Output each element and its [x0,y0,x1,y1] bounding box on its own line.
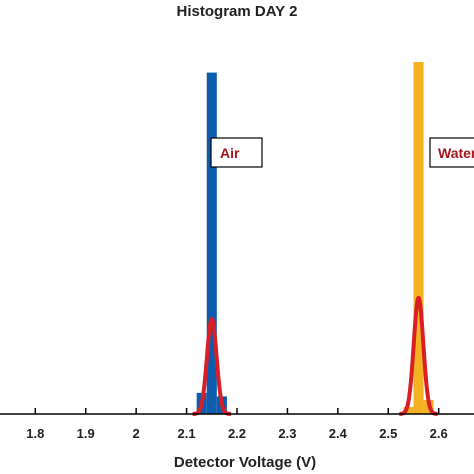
x-tick-label: 2.5 [379,426,397,441]
x-tick-label: 1.9 [77,426,95,441]
bar-water-1 [413,62,424,414]
plot-area [191,62,440,416]
x-tick-label: 2.3 [278,426,296,441]
x-axis-label: Detector Voltage (V) [174,454,316,471]
bar-air-1 [206,72,217,414]
fit-curve-air [191,316,233,416]
annotation-text-air: Air [220,145,240,161]
x-tick-label: 2.1 [178,426,196,441]
x-tick-label: 2.2 [228,426,246,441]
chart-title: Histogram DAY 2 [177,3,298,20]
x-tick-label: 2.4 [329,426,348,441]
x-axis: 1.8 1.9 2 2.1 2.2 2.3 2.4 2.5 2.6 [0,408,474,441]
x-tick-label: 2 [133,426,140,441]
fit-curve-water [397,295,440,416]
x-tick-label: 1.8 [26,426,44,441]
annotations: Air Water [210,137,474,168]
annotation-box-air [210,137,263,168]
annotation-box-water [429,137,474,168]
bar-water-0 [403,406,414,414]
annotation-text-water: Water [438,145,474,161]
x-tick-label: 2.6 [430,426,448,441]
